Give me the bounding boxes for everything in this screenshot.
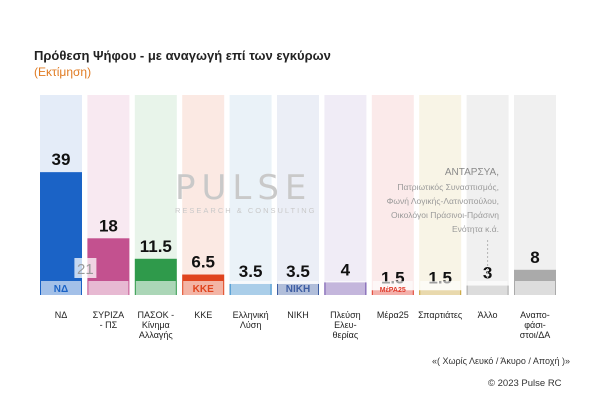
party-logo-strip	[515, 281, 555, 295]
data-label: 39	[52, 150, 71, 169]
other-note-header: ΑΝΤΑΡΣΥΑ,	[444, 167, 499, 178]
party-logo-strip	[372, 281, 413, 295]
category-label-line: Πλεύση	[330, 310, 361, 320]
category-label-line: Κίνημα	[142, 320, 170, 330]
chart-subtitle: (Εκτίμηση)	[34, 65, 92, 79]
party-logo-strip	[325, 281, 366, 295]
category-label-line: φάσι-	[524, 320, 546, 330]
bar-background	[514, 95, 556, 295]
category-label: ΝΔ	[55, 310, 68, 320]
party-logo-strip	[230, 281, 271, 295]
watermark-sub: RESEARCH & CONSULTING	[175, 206, 317, 215]
footnote: «( Χωρίς Λευκό / Άκυρο / Αποχή )»	[432, 356, 570, 366]
category-label: ΠΑΣΟΚ -Κίνημα Αλλαγής	[138, 310, 175, 340]
category-label-line: Μέρα25	[377, 310, 409, 320]
party-logo-strip	[88, 281, 129, 295]
category-label: Πλεύση Ελευ-θερίας	[330, 310, 361, 340]
bar-background	[182, 95, 225, 295]
category-label-line: ΝΙΚΗ	[287, 310, 309, 320]
category-label-line: ΝΔ	[55, 310, 68, 320]
category-label-line: ΚΚΕ	[194, 310, 212, 320]
bar-background	[419, 95, 462, 295]
party-logo-strip	[278, 281, 318, 295]
bar-background	[277, 95, 319, 295]
category-label-line: θερίας	[333, 330, 359, 340]
category-label-line: Σπαρτιάτες	[418, 310, 463, 320]
other-parties-note: ΑΝΤΑΡΣΥΑ, Πατριωτικός Συνασπισμός, Φωνή …	[319, 166, 499, 236]
party-logo-strip	[420, 281, 461, 295]
bar-background	[324, 95, 367, 295]
copyright: © 2023 Pulse RC	[488, 378, 562, 389]
other-note-line: Ενότητα κ.ά.	[451, 224, 499, 234]
watermark-main: PULSE	[175, 168, 313, 208]
party-logo-strip	[183, 281, 224, 295]
category-label-line: Αναπο-	[520, 310, 550, 320]
other-note-line: Φωνή Λογικής-Λατινοπούλου,	[386, 196, 499, 206]
category-label: ΝΙΚΗ	[287, 310, 309, 320]
category-label-line: Ελληνική	[233, 310, 269, 320]
category-label: Μέρα25	[377, 310, 409, 320]
data-label: 8	[530, 248, 539, 267]
party-logo: ΚΚΕ	[193, 284, 214, 295]
category-label: Αναπο-φάσι-στοι/ΔΑ	[520, 310, 551, 340]
category-label-line: ΠΑΣΟΚ -	[138, 310, 175, 320]
category-label: ΚΚΕ	[194, 310, 212, 320]
data-label: 3.5	[239, 262, 263, 281]
data-label: 11.5	[140, 237, 172, 256]
party-logo-strip	[467, 281, 508, 295]
data-label: 4	[341, 260, 351, 279]
bar-background	[371, 95, 414, 295]
party-logo: ΜέΡΑ25	[380, 287, 406, 294]
pulse-watermark: PULSE RESEARCH & CONSULTING	[175, 168, 316, 215]
previous-result-label: 21	[77, 261, 94, 278]
party-logo-strip	[41, 281, 81, 295]
category-label: Άλλο	[478, 310, 498, 320]
category-label-line: Ελευ-	[334, 320, 356, 330]
category-label-line: - ΠΣ	[100, 320, 118, 330]
data-label: 18	[99, 216, 118, 235]
category-label-line: Αλλαγής	[139, 330, 174, 340]
party-logo-strip	[135, 281, 176, 295]
category-label: ΣΥΡΙΖΑ - ΠΣ	[93, 310, 125, 330]
category-label-line: Άλλο	[478, 310, 498, 320]
party-logo: ΝΙΚΗ	[286, 284, 310, 295]
party-logo: ΝΔ	[54, 284, 68, 295]
chart-title: Πρόθεση Ψήφου - με αναγωγή επί των εγκύρ…	[34, 48, 331, 63]
other-note-line: Πατριωτικός Συνασπισμός,	[397, 182, 499, 192]
category-label-line: ΣΥΡΙΖΑ	[93, 310, 125, 320]
data-label: 3.5	[286, 262, 310, 281]
data-label: 6.5	[191, 253, 215, 272]
category-label-line: στοι/ΔΑ	[520, 330, 551, 340]
previous-result-box	[74, 258, 97, 278]
bar-background	[229, 95, 272, 295]
other-note-line: Οικολόγοι Πράσινοι-Πράσινη	[390, 210, 499, 220]
category-label: Ελληνική Λύση	[233, 310, 269, 330]
category-label-line: Λύση	[240, 320, 262, 330]
category-label: Σπαρτιάτες	[418, 310, 463, 320]
